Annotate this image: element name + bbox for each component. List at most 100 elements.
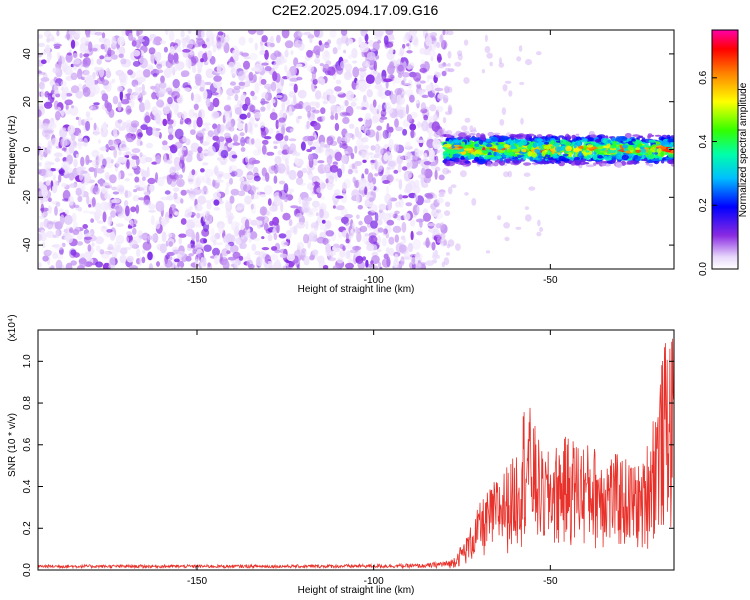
heatmap-cell (197, 146, 203, 153)
heatmap-cell (254, 42, 258, 51)
heatmap-cell (284, 65, 288, 73)
heatmap-cell (95, 261, 103, 268)
heatmap-cell (374, 75, 382, 86)
heatmap-cell (624, 132, 632, 139)
heatmap-cell (53, 180, 59, 189)
heatmap-cell (256, 219, 263, 226)
heatmap-cell (234, 107, 242, 115)
heatmap-cell (230, 234, 236, 244)
heatmap-cell (264, 136, 272, 140)
heatmap-cell (248, 37, 254, 44)
heatmap-cell (261, 236, 265, 240)
heatmap-cell (670, 135, 674, 138)
heatmap-cell (503, 171, 510, 178)
heatmap-cell (235, 238, 242, 245)
heatmap-cell (648, 163, 654, 167)
heatmap-cell (586, 154, 590, 161)
heatmap-cell (187, 30, 192, 34)
heatmap-cell (641, 145, 650, 148)
heatmap-cell (641, 137, 646, 142)
heatmap-cell (142, 69, 151, 78)
heatmap-cell (136, 30, 143, 35)
heatmap-cell (573, 143, 577, 149)
heatmap-cell (250, 90, 255, 97)
heatmap-cell (225, 186, 229, 195)
heatmap-cell (45, 230, 55, 238)
heatmap-cell (451, 157, 456, 161)
heatmap-cell (206, 177, 212, 186)
heatmap-cell (161, 144, 170, 151)
heatmap-cell (54, 243, 64, 251)
heatmap-cell (406, 50, 413, 54)
heatmap-cell (523, 156, 527, 161)
heatmap-cell (75, 153, 79, 158)
heatmap-cell (141, 84, 145, 93)
heatmap-cell (267, 198, 272, 206)
heatmap-cell (193, 103, 199, 111)
heatmap-cell (239, 113, 248, 120)
heatmap-cell (606, 150, 611, 155)
heatmap-cell (450, 184, 457, 189)
heatmap-cell (261, 247, 270, 251)
heatmap-cell (490, 155, 498, 161)
heatmap-cell (539, 227, 544, 232)
heatmap-cell (71, 105, 74, 109)
heatmap-cell (444, 30, 449, 36)
heatmap-cell (358, 220, 363, 226)
heatmap-cell (261, 167, 267, 177)
heatmap-cell (436, 105, 444, 113)
heatmap-cell (358, 36, 363, 46)
heatmap-cell (411, 257, 416, 265)
heatmap-cell (121, 30, 127, 36)
heatmap-cell (178, 266, 182, 269)
heatmap-cell (169, 66, 175, 73)
heatmap-cell (460, 151, 467, 154)
heatmap-cell (205, 135, 211, 145)
heatmap-cell (212, 97, 220, 108)
heatmap-cell (80, 36, 90, 45)
heatmap-cell (97, 154, 104, 165)
heatmap-cell (97, 139, 101, 144)
heatmap-cell (595, 148, 601, 154)
heatmap-cell (405, 104, 409, 115)
heatmap-cell (284, 40, 294, 49)
heatmap-cell (41, 241, 46, 248)
heatmap-cell (406, 43, 410, 47)
heatmap-cell (56, 51, 61, 60)
heatmap-cell (111, 35, 116, 47)
heatmap-cell (107, 243, 114, 250)
heatmap-cell (272, 216, 280, 226)
heatmap-cell (83, 53, 90, 58)
heatmap-cell (112, 198, 121, 204)
heatmap-cell (175, 63, 182, 71)
heatmap-cell (632, 134, 640, 137)
heatmap-cell (499, 119, 505, 126)
heatmap-cell (84, 49, 89, 55)
heatmap-cell (190, 92, 194, 101)
heatmap-cell (347, 54, 353, 60)
heatmap-cell (421, 120, 429, 132)
heatmap-cell (574, 159, 582, 166)
heatmap-cell (105, 156, 112, 164)
heatmap-cell (279, 93, 288, 102)
heatmap-cell (109, 174, 117, 184)
heatmap-cell (40, 77, 50, 82)
heatmap-cell (420, 102, 426, 111)
heatmap-cell (374, 146, 384, 156)
heatmap-cell (365, 74, 375, 84)
heatmap-cell (194, 73, 202, 82)
y-tick-label: 0.2 (22, 521, 33, 535)
heatmap-cell (201, 30, 205, 38)
heatmap-cell (497, 215, 502, 221)
heatmap-cell (272, 71, 278, 82)
heatmap-cell (615, 162, 623, 169)
heatmap-cell (229, 195, 235, 204)
heatmap-cell (347, 169, 353, 175)
heatmap-cell (390, 93, 397, 105)
heatmap-cell (571, 162, 575, 166)
heatmap-cell (386, 219, 395, 226)
heatmap-cell (356, 80, 360, 84)
heatmap-cell (246, 174, 254, 179)
heatmap-cell (412, 239, 421, 250)
heatmap-cell (278, 117, 286, 123)
